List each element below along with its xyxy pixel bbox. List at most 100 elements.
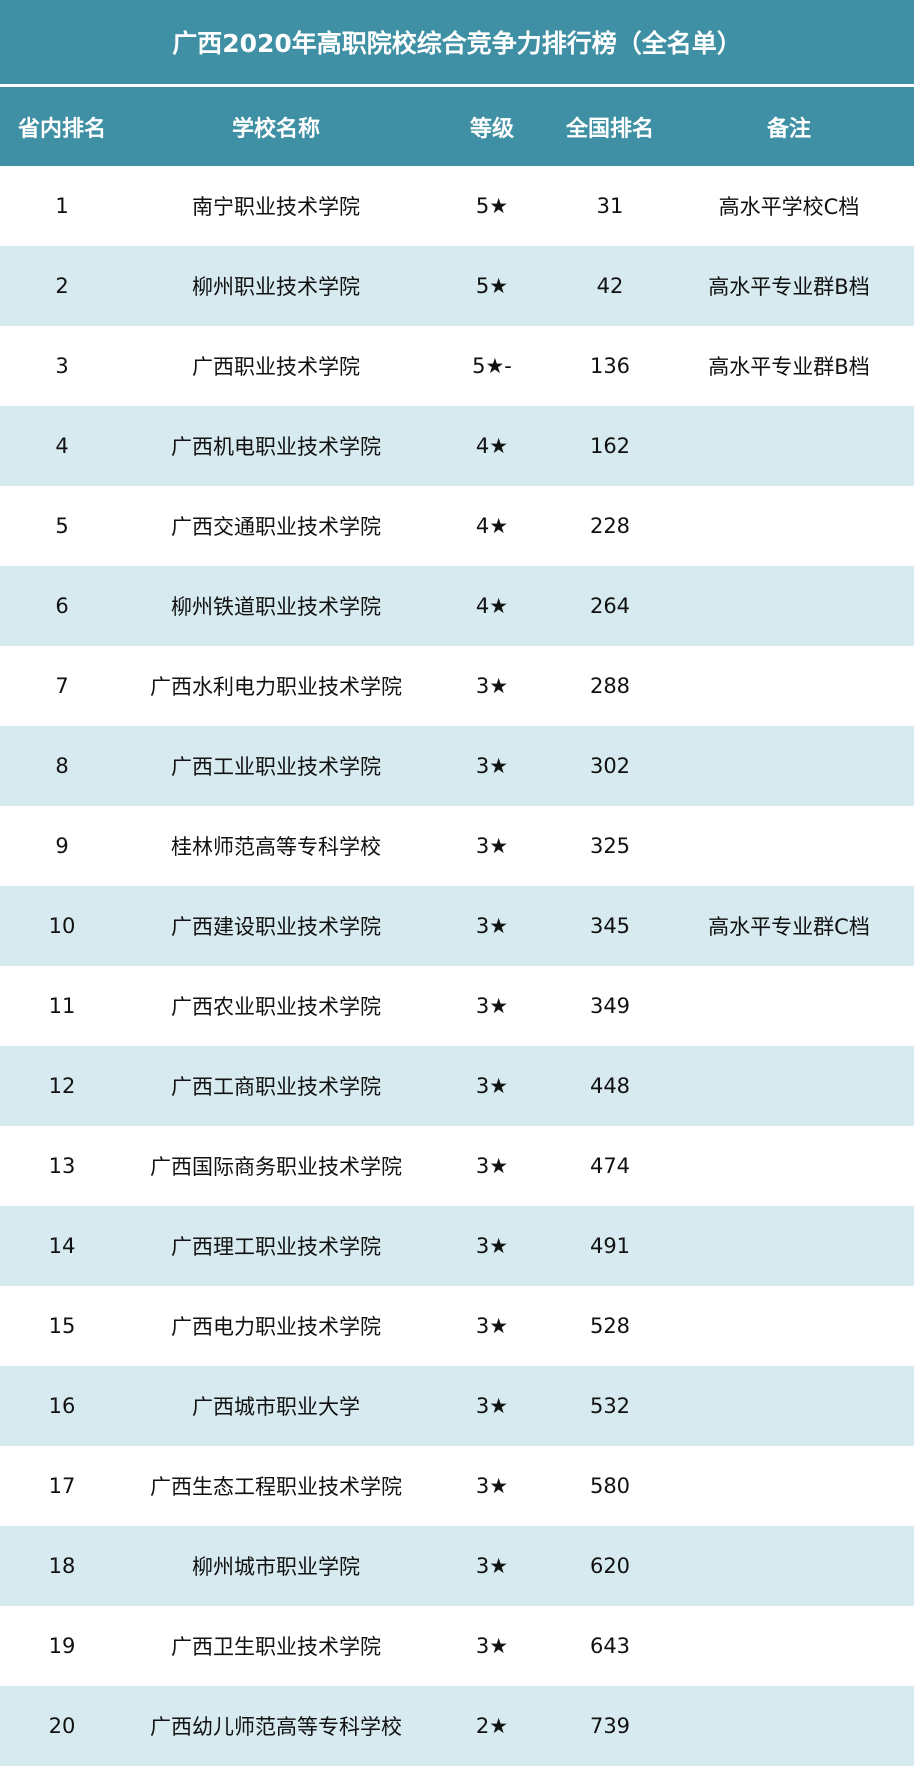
cell-national-rank: 528 <box>589 1314 631 1338</box>
cell-province-rank: 1 <box>55 194 69 218</box>
cell-grade: 3★ <box>475 994 509 1018</box>
cell-province-rank: 19 <box>48 1634 76 1658</box>
cell-school-name: 广西职业技术学院 <box>192 355 360 379</box>
cell-province-rank: 13 <box>48 1154 76 1178</box>
cell-national-rank: 643 <box>589 1634 631 1658</box>
cell-grade: 3★ <box>475 1234 509 1258</box>
cell-province-rank: 9 <box>55 834 69 858</box>
header-province-rank: 省内排名 <box>17 116 106 142</box>
cell-school-name: 广西城市职业大学 <box>192 1395 360 1419</box>
cell-grade: 3★ <box>475 1154 509 1178</box>
cell-school-name: 桂林师范高等专科学校 <box>171 835 381 859</box>
cell-grade: 3★ <box>475 1394 509 1418</box>
cell-school-name: 广西卫生职业技术学院 <box>171 1635 381 1659</box>
cell-national-rank: 302 <box>589 754 631 778</box>
table-row: 16 广西城市职业大学 3★ 532 <box>0 1366 914 1446</box>
table-row: 8 广西工业职业技术学院 3★ 302 <box>0 726 914 806</box>
table-row: 7 广西水利电力职业技术学院 3★ 288 <box>0 646 914 726</box>
cell-national-rank: 349 <box>589 994 631 1018</box>
table-row: 10 广西建设职业技术学院 3★ 345 高水平专业群C档 <box>0 886 914 966</box>
cell-grade: 3★ <box>475 1074 509 1098</box>
cell-province-rank: 12 <box>48 1074 76 1098</box>
cell-grade: 3★ <box>475 1474 509 1498</box>
cell-grade: 3★ <box>475 674 509 698</box>
table-row: 9 桂林师范高等专科学校 3★ 325 <box>0 806 914 886</box>
table-row: 17 广西生态工程职业技术学院 3★ 580 <box>0 1446 914 1526</box>
cell-school-name: 广西机电职业技术学院 <box>171 435 381 459</box>
cell-national-rank: 580 <box>589 1474 631 1498</box>
table-row: 20 广西幼儿师范高等专科学校 2★ 739 <box>0 1686 914 1766</box>
cell-school-name: 广西交通职业技术学院 <box>171 515 381 539</box>
header-national-rank: 全国排名 <box>565 116 654 142</box>
cell-national-rank: 31 <box>596 194 624 218</box>
cell-school-name: 广西工业职业技术学院 <box>171 755 381 779</box>
header-grade: 等级 <box>469 116 514 142</box>
cell-school-name: 广西水利电力职业技术学院 <box>150 675 402 699</box>
cell-national-rank: 288 <box>589 674 631 698</box>
table-row: 12 广西工商职业技术学院 3★ 448 <box>0 1046 914 1126</box>
cell-school-name: 柳州铁道职业技术学院 <box>171 595 381 619</box>
table-row: 14 广西理工职业技术学院 3★ 491 <box>0 1206 914 1286</box>
cell-grade: 4★ <box>475 434 509 458</box>
cell-province-rank: 3 <box>55 354 69 378</box>
cell-province-rank: 18 <box>48 1554 76 1578</box>
cell-grade: 2★ <box>475 1714 509 1738</box>
table-row: 18 柳州城市职业学院 3★ 620 <box>0 1526 914 1606</box>
cell-national-rank: 448 <box>589 1074 631 1098</box>
cell-national-rank: 532 <box>589 1394 631 1418</box>
cell-national-rank: 42 <box>596 274 624 298</box>
table-row: 1 南宁职业技术学院 5★ 31 高水平学校C档 <box>0 166 914 246</box>
cell-school-name: 柳州职业技术学院 <box>192 275 360 299</box>
cell-national-rank: 136 <box>589 354 631 378</box>
cell-national-rank: 228 <box>589 514 631 538</box>
cell-notes: 高水平专业群C档 <box>708 915 870 939</box>
ranking-title: 广西2020年高职院校综合竞争力排行榜（全名单） <box>0 0 914 84</box>
cell-notes: 高水平学校C档 <box>718 195 860 219</box>
cell-school-name: 广西农业职业技术学院 <box>171 995 381 1019</box>
cell-province-rank: 14 <box>48 1234 76 1258</box>
table-row: 15 广西电力职业技术学院 3★ 528 <box>0 1286 914 1366</box>
header-school-name: 学校名称 <box>231 116 320 142</box>
cell-school-name: 广西电力职业技术学院 <box>171 1315 381 1339</box>
cell-province-rank: 4 <box>55 434 69 458</box>
table-body: 1 南宁职业技术学院 5★ 31 高水平学校C档 2 柳州职业技术学院 5★ 42 高水平专业群B… <box>0 166 914 1766</box>
table-row: 6 柳州铁道职业技术学院 4★ 264 <box>0 566 914 646</box>
cell-school-name: 南宁职业技术学院 <box>192 195 360 219</box>
cell-province-rank: 11 <box>48 994 76 1018</box>
table-row: 11 广西农业职业技术学院 3★ 349 <box>0 966 914 1046</box>
cell-school-name: 广西理工职业技术学院 <box>171 1235 381 1259</box>
cell-school-name: 柳州城市职业学院 <box>192 1555 360 1579</box>
cell-grade: 3★ <box>475 1554 509 1578</box>
cell-grade: 4★ <box>475 594 509 618</box>
cell-province-rank: 6 <box>55 594 69 618</box>
header-notes: 备注 <box>766 116 811 142</box>
cell-grade: 5★ <box>475 194 509 218</box>
cell-grade: 3★ <box>475 754 509 778</box>
cell-province-rank: 10 <box>48 914 76 938</box>
cell-school-name: 广西工商职业技术学院 <box>171 1075 381 1099</box>
cell-province-rank: 16 <box>48 1394 76 1418</box>
cell-national-rank: 162 <box>589 434 631 458</box>
table-row: 5 广西交通职业技术学院 4★ 228 <box>0 486 914 566</box>
cell-notes: 高水平专业群B档 <box>708 275 870 299</box>
cell-national-rank: 325 <box>589 834 631 858</box>
cell-grade: 3★ <box>475 1634 509 1658</box>
cell-province-rank: 7 <box>55 674 69 698</box>
table-row: 3 广西职业技术学院 5★- 136 高水平专业群B档 <box>0 326 914 406</box>
cell-province-rank: 17 <box>48 1474 76 1498</box>
cell-province-rank: 5 <box>55 514 69 538</box>
cell-grade: 3★ <box>475 834 509 858</box>
cell-grade: 5★ <box>475 274 509 298</box>
table-row: 19 广西卫生职业技术学院 3★ 643 <box>0 1606 914 1686</box>
table-header: 省内排名 学校名称 等级 全国排名 备注 <box>0 87 914 166</box>
cell-school-name: 广西建设职业技术学院 <box>171 915 381 939</box>
cell-grade: 4★ <box>475 514 509 538</box>
table-row: 13 广西国际商务职业技术学院 3★ 474 <box>0 1126 914 1206</box>
cell-notes: 高水平专业群B档 <box>708 355 870 379</box>
cell-school-name: 广西生态工程职业技术学院 <box>150 1475 402 1499</box>
cell-grade: 3★ <box>475 1314 509 1338</box>
cell-national-rank: 739 <box>589 1714 631 1738</box>
divider <box>0 84 914 87</box>
cell-school-name: 广西幼儿师范高等专科学校 <box>150 1715 402 1739</box>
cell-grade: 3★ <box>475 914 509 938</box>
